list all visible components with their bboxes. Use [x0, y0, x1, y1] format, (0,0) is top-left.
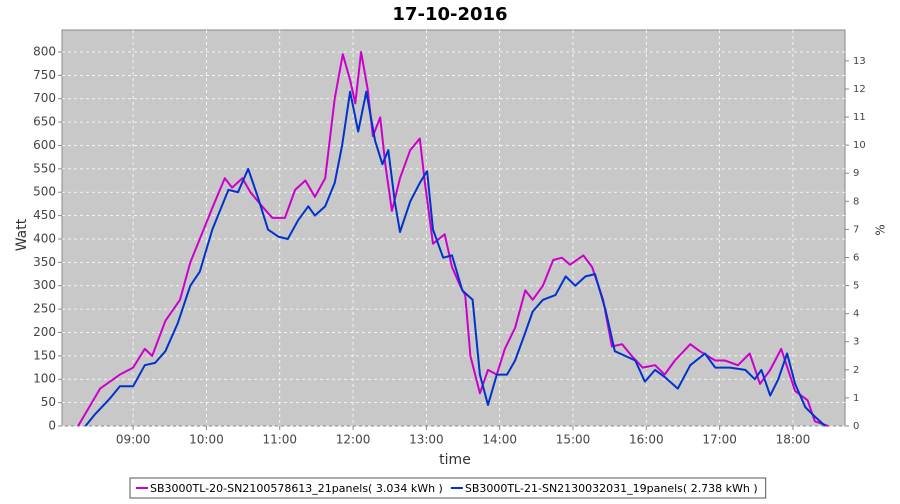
y2-tick-label: 8 [853, 196, 859, 207]
y-tick-label: 400 [33, 231, 56, 245]
y2-tick-label: 12 [853, 84, 866, 95]
x-tick-label: 17:00 [702, 433, 737, 447]
y-tick-label: 50 [41, 395, 56, 409]
y-tick-label: 450 [33, 208, 56, 222]
y-tick-label: 500 [33, 185, 56, 199]
y-tick-label: 550 [33, 161, 56, 175]
y2-tick-label: 11 [853, 112, 866, 123]
y-tick-label: 750 [33, 68, 56, 82]
y-tick-label: 350 [33, 255, 56, 269]
x-tick-label: 12:00 [336, 433, 371, 447]
x-tick-label: 18:00 [776, 433, 811, 447]
series-line [84, 90, 826, 427]
legend-box [129, 477, 767, 499]
y2-tick-label: 3 [853, 337, 859, 348]
x-axis-label: time [439, 452, 471, 468]
x-tick-label: 09:00 [116, 433, 151, 447]
legend-label: SB3000TL-21-SN2130032031_19panels( 2.738… [465, 482, 758, 495]
y-tick-label: 300 [33, 278, 56, 292]
y-tick-label: 200 [33, 325, 56, 339]
y-tick-label: 650 [33, 115, 56, 129]
x-tick-label: 14:00 [482, 433, 517, 447]
y-tick-label: 0 [48, 419, 56, 433]
y2-tick-label: 9 [853, 168, 859, 179]
y2-tick-label: 0 [853, 421, 859, 432]
y-tick-label: 800 [33, 44, 56, 58]
y-tick-label: 600 [33, 138, 56, 152]
x-tick-label: 15:00 [556, 433, 591, 447]
y2-axis-label: % [874, 224, 888, 235]
y2-tick-label: 1 [853, 393, 859, 404]
x-tick-label: 13:00 [409, 433, 444, 447]
y-axis-label: Watt [14, 218, 30, 251]
y2-tick-label: 4 [853, 309, 859, 320]
y2-tick-label: 2 [853, 365, 859, 376]
chart-title: 17-10-2016 [392, 4, 507, 25]
x-tick-label: 10:00 [189, 433, 224, 447]
series-line [77, 51, 829, 427]
legend-label: SB3000TL-20-SN2100578613_21panels( 3.034… [150, 482, 443, 495]
x-tick-label: 11:00 [262, 433, 297, 447]
y-tick-label: 700 [33, 91, 56, 105]
y-tick-label: 250 [33, 302, 56, 316]
y2-tick-label: 5 [853, 281, 859, 292]
y-tick-label: 150 [33, 348, 56, 362]
y-tick-label: 100 [33, 372, 56, 386]
x-tick-label: 16:00 [629, 433, 664, 447]
y2-tick-label: 13 [853, 56, 866, 67]
y2-tick-label: 7 [853, 224, 859, 235]
y2-tick-label: 10 [853, 140, 866, 151]
y2-tick-label: 6 [853, 252, 859, 263]
